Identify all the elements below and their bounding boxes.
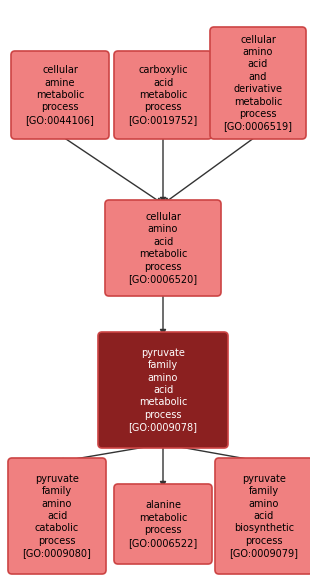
FancyBboxPatch shape [98, 332, 228, 448]
Text: pyruvate
family
amino
acid
metabolic
process
[GO:0009078]: pyruvate family amino acid metabolic pro… [129, 348, 197, 432]
Text: cellular
amine
metabolic
process
[GO:0044106]: cellular amine metabolic process [GO:004… [25, 65, 95, 125]
FancyBboxPatch shape [215, 458, 310, 574]
FancyBboxPatch shape [210, 27, 306, 139]
FancyBboxPatch shape [114, 484, 212, 564]
Text: cellular
amino
acid
and
derivative
metabolic
process
[GO:0006519]: cellular amino acid and derivative metab… [224, 35, 293, 132]
FancyBboxPatch shape [114, 51, 212, 139]
Text: pyruvate
family
amino
acid
biosynthetic
process
[GO:0009079]: pyruvate family amino acid biosynthetic … [229, 474, 299, 558]
Text: cellular
amino
acid
metabolic
process
[GO:0006520]: cellular amino acid metabolic process [G… [128, 212, 197, 284]
Text: pyruvate
family
amino
acid
catabolic
process
[GO:0009080]: pyruvate family amino acid catabolic pro… [23, 474, 91, 558]
FancyBboxPatch shape [8, 458, 106, 574]
Text: alanine
metabolic
process
[GO:0006522]: alanine metabolic process [GO:0006522] [128, 500, 198, 548]
FancyBboxPatch shape [105, 200, 221, 296]
Text: carboxylic
acid
metabolic
process
[GO:0019752]: carboxylic acid metabolic process [GO:00… [128, 65, 198, 125]
FancyBboxPatch shape [11, 51, 109, 139]
